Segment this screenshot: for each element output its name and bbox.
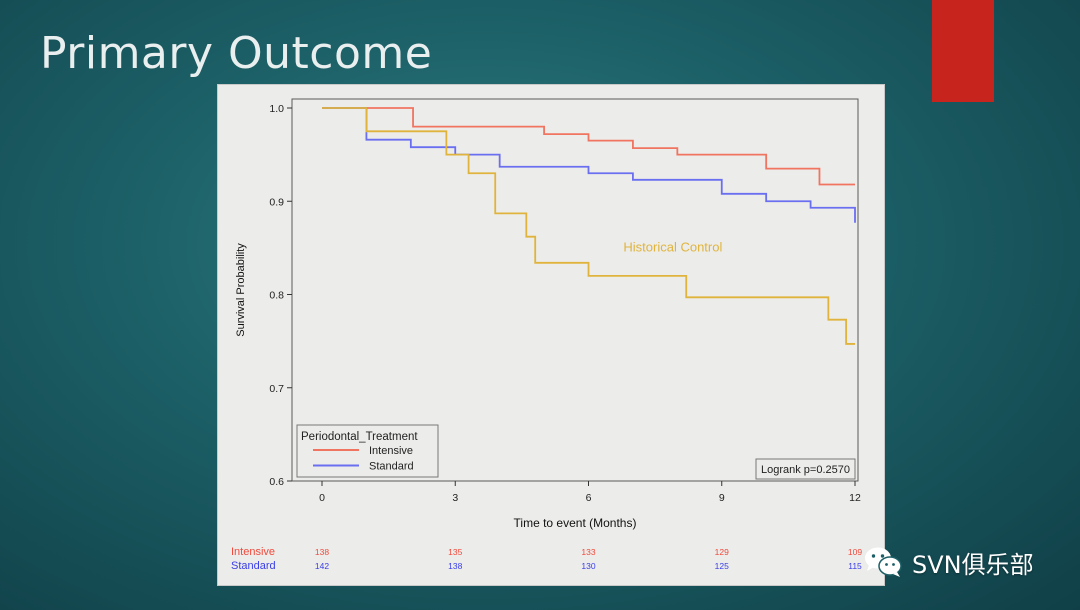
risk-row-label-standard: Standard <box>231 560 276 572</box>
chart-panel: 0.6 0.7 0.8 0.9 1.0 0 3 6 9 12 Time to event (Mont… <box>217 84 885 586</box>
accent-bar <box>932 0 994 102</box>
x-tick-label: 9 <box>719 492 725 504</box>
series-line-2 <box>322 107 855 345</box>
risk-value: 138 <box>448 561 462 571</box>
legend-label-intensive: Intensive <box>369 445 413 457</box>
x-tick-label: 12 <box>849 492 861 504</box>
y-axis-label: Survival Probability <box>235 243 247 337</box>
series-line-standard <box>322 107 856 223</box>
series-layer <box>322 107 856 345</box>
legend-label-standard: Standard <box>369 461 414 473</box>
risk-row-label-intensive: Intensive <box>231 546 275 558</box>
y-tick-label: 0.7 <box>269 383 284 395</box>
axes-layer: 0.6 0.7 0.8 0.9 1.0 0 3 6 9 12 Time to event (Mont… <box>235 98 861 530</box>
risk-table: Intensive 138 135 133 129 109 Standard 142 138 13… <box>231 546 862 572</box>
logrank-box <box>755 458 856 480</box>
historical-control-label: Historical Control <box>623 240 722 255</box>
survival-chart: 0.6 0.7 0.8 0.9 1.0 0 3 6 9 12 Time to event (Mont… <box>231 98 862 572</box>
risk-value: 142 <box>315 561 329 571</box>
slide-title: Primary Outcome <box>40 28 433 79</box>
legend-title: Periodontal_Treatment <box>301 431 418 443</box>
risk-value: 129 <box>715 547 729 557</box>
risk-value: 125 <box>715 561 729 571</box>
risk-value: 135 <box>448 547 462 557</box>
x-tick-label: 3 <box>452 492 458 504</box>
watermark: SVN俱乐部 <box>862 540 1034 584</box>
watermark-text: SVN俱乐部 <box>912 550 1034 579</box>
x-tick-label: 6 <box>586 492 592 504</box>
risk-value: 138 <box>315 547 329 557</box>
x-tick-label: 0 <box>319 492 325 504</box>
series-line-intensive <box>322 107 855 186</box>
risk-value: 109 <box>848 547 862 557</box>
logrank-label: Logrank p=0.2570 <box>761 464 850 476</box>
wechat-icon <box>865 547 902 577</box>
y-tick-label: 0.8 <box>269 290 284 302</box>
risk-value: 130 <box>581 561 595 571</box>
risk-value: 115 <box>848 561 862 571</box>
annotation-layer: Historical Control Logrank p=0.2570 <box>623 240 856 480</box>
plot-frame <box>291 98 859 482</box>
legend-layer: Periodontal_Treatment Intensive Standard <box>296 424 439 478</box>
y-tick-label: 0.9 <box>269 196 284 208</box>
x-axis-label: Time to event (Months) <box>514 516 637 530</box>
risk-value: 133 <box>581 547 595 557</box>
y-tick-label: 1.0 <box>269 103 284 115</box>
y-tick-label: 0.6 <box>269 476 284 488</box>
